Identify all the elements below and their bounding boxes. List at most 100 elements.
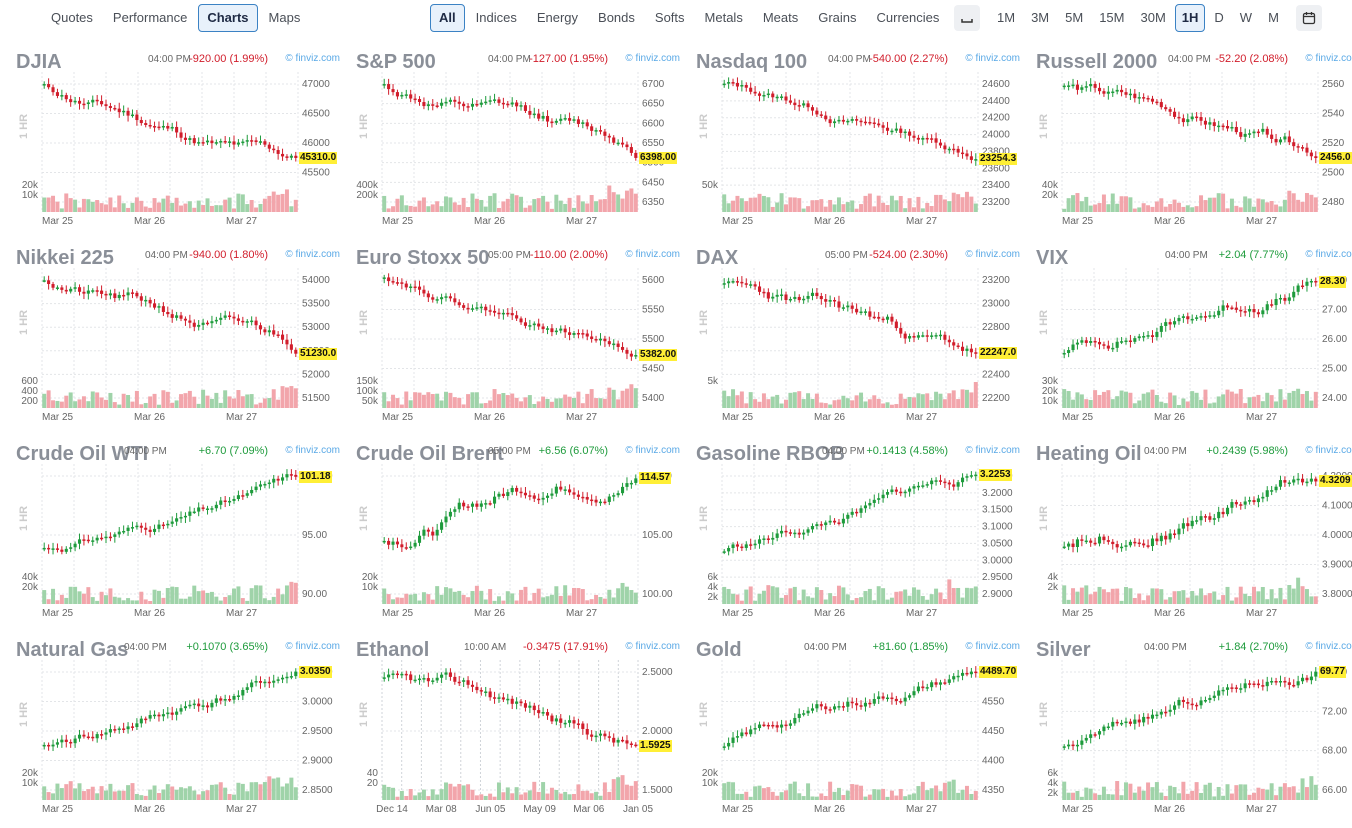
volume-bar	[1313, 596, 1318, 604]
timeframe-3m[interactable]: 3M	[1031, 10, 1050, 25]
category-tab-softs[interactable]: Softs	[654, 10, 685, 25]
tab-quotes[interactable]: Quotes	[51, 10, 93, 25]
timeframe-1h[interactable]: 1H	[1174, 4, 1206, 32]
finviz-brand[interactable]: © finviz.com	[285, 53, 340, 64]
fullscreen-icon[interactable]	[954, 5, 980, 31]
chart-panel[interactable]: 2560 2540 2520 2500 2480 40k 20k Mar 25 Mar 26 Ma…	[1020, 44, 1352, 240]
chart-title[interactable]: Russell 2000	[1036, 51, 1158, 73]
category-tab-grains[interactable]: Grains	[818, 10, 857, 25]
volume-bar	[1079, 796, 1084, 800]
chart-panel[interactable]: 47000 46500 46000 45500 20k 10k Mar 25 Mar 26 Ma…	[0, 44, 340, 240]
volume-bar	[894, 200, 899, 212]
chart-title[interactable]: Euro Stoxx 50	[356, 247, 490, 269]
y-tick-label: 6550	[642, 138, 665, 149]
tab-charts[interactable]: Charts	[198, 4, 258, 32]
timeframe-w[interactable]: W	[1239, 10, 1253, 25]
candle	[559, 328, 563, 331]
category-tab-metals[interactable]: Metals	[704, 10, 743, 25]
chart-panel[interactable]: 2320023000228002260022400222005kMar 25Ma…	[680, 240, 1020, 436]
chart-title[interactable]: Nasdaq 100	[696, 51, 808, 73]
finviz-brand[interactable]: © finviz.com	[1305, 249, 1352, 260]
candle	[1128, 93, 1132, 96]
candle	[139, 296, 143, 301]
timeframe-m[interactable]: M	[1268, 10, 1279, 25]
chart-title[interactable]: Crude Oil Brent	[356, 443, 504, 465]
finviz-brand[interactable]: © finviz.com	[625, 53, 680, 64]
finviz-brand[interactable]: © finviz.com	[285, 445, 340, 456]
finviz-brand[interactable]: © finviz.com	[965, 249, 1020, 260]
candle	[1115, 544, 1119, 548]
chart-title[interactable]: S&P 500	[356, 51, 436, 73]
chart-panel[interactable]: 3.25003.20003.15003.10003.05003.00002.95…	[680, 436, 1020, 632]
candle	[1186, 119, 1190, 123]
chart-title[interactable]: Ethanol	[356, 639, 430, 661]
category-tab-energy[interactable]: Energy	[536, 10, 579, 25]
finviz-brand[interactable]: © finviz.com	[1305, 53, 1352, 64]
volume-bar	[1079, 201, 1084, 212]
category-tab-meats[interactable]: Meats	[762, 10, 799, 25]
finviz-brand[interactable]: © finviz.com	[285, 249, 340, 260]
chart-panel[interactable]: 6700665066006550650064506350400k200kMar …	[340, 44, 680, 240]
tab-maps[interactable]: Maps	[268, 10, 301, 25]
finviz-brand[interactable]: © finviz.com	[625, 249, 680, 260]
candle	[241, 320, 245, 323]
volume-bar	[629, 590, 634, 604]
finviz-brand[interactable]: © finviz.com	[1305, 445, 1352, 456]
timeframe-1m[interactable]: 1M	[997, 10, 1016, 25]
finviz-brand[interactable]: © finviz.com	[285, 641, 340, 652]
tab-performance[interactable]: Performance	[112, 10, 188, 25]
volume-bar	[1093, 591, 1098, 604]
timeframe-d[interactable]: D	[1214, 10, 1224, 25]
chart-title[interactable]: Gold	[696, 639, 742, 661]
candle	[144, 299, 148, 302]
chart-title[interactable]: VIX	[1036, 247, 1069, 269]
chart-panel[interactable]: 3.05003.00002.95002.90002.850020k10kMar …	[0, 632, 340, 828]
candle	[170, 521, 174, 524]
candle	[258, 681, 263, 683]
timeframe-5m[interactable]: 5M	[1065, 10, 1084, 25]
finviz-brand[interactable]: © finviz.com	[625, 641, 680, 652]
chart-panel[interactable]: 24600 24400 24200 24000 23800 23600 23400 23200…	[680, 44, 1020, 240]
candle	[60, 95, 64, 97]
candle	[1283, 480, 1287, 483]
chart-title[interactable]: Gasoline RBOB	[696, 443, 845, 465]
candle	[1195, 520, 1199, 522]
category-tab-currencies[interactable]: Currencies	[876, 10, 940, 25]
category-tab-bonds[interactable]: Bonds	[598, 10, 635, 25]
volume-bar	[46, 390, 51, 408]
candle	[448, 511, 452, 517]
chart-title[interactable]: Crude Oil WTI	[16, 443, 149, 465]
chart-title[interactable]: DJIA	[16, 51, 62, 73]
candle	[1292, 479, 1296, 483]
volume-bar	[496, 394, 501, 408]
chart-title[interactable]: Heating Oil	[1036, 443, 1142, 465]
timeframe-15m[interactable]: 15M	[1099, 10, 1125, 25]
category-tab-all[interactable]: All	[430, 4, 465, 32]
chart-panel[interactable]: 2.5000 2.0000 1.5000 40 20 Dec 14 Mar 08 Jun 05…	[340, 632, 680, 828]
volume-bar	[104, 399, 108, 408]
calendar-icon[interactable]	[1295, 5, 1322, 31]
category-tab-indices[interactable]: Indices	[475, 10, 517, 25]
volume-bar	[262, 198, 267, 212]
chart-panel[interactable]: 540005350053000525005200051500600400200M…	[0, 240, 340, 436]
finviz-brand[interactable]: © finviz.com	[965, 53, 1020, 64]
finviz-brand[interactable]: © finviz.com	[965, 641, 1020, 652]
chart-panel[interactable]: 5600 5550 5500 5450 5400 150k 100k 50k Mar 25 Mar…	[340, 240, 680, 436]
timeframe-30m[interactable]: 30M	[1140, 10, 1166, 25]
volume-bar	[470, 591, 475, 604]
finviz-brand[interactable]: © finviz.com	[965, 445, 1020, 456]
volume-bar	[293, 582, 298, 604]
chart-title[interactable]: Nikkei 225	[16, 247, 114, 269]
volume-bar	[1203, 784, 1208, 800]
finviz-brand[interactable]: © finviz.com	[625, 445, 680, 456]
chart-title[interactable]: Silver	[1036, 639, 1091, 661]
chart-title[interactable]: Natural Gas	[16, 639, 129, 661]
finviz-brand[interactable]: © finviz.com	[1305, 641, 1352, 652]
chart-title[interactable]: DAX	[696, 247, 739, 269]
